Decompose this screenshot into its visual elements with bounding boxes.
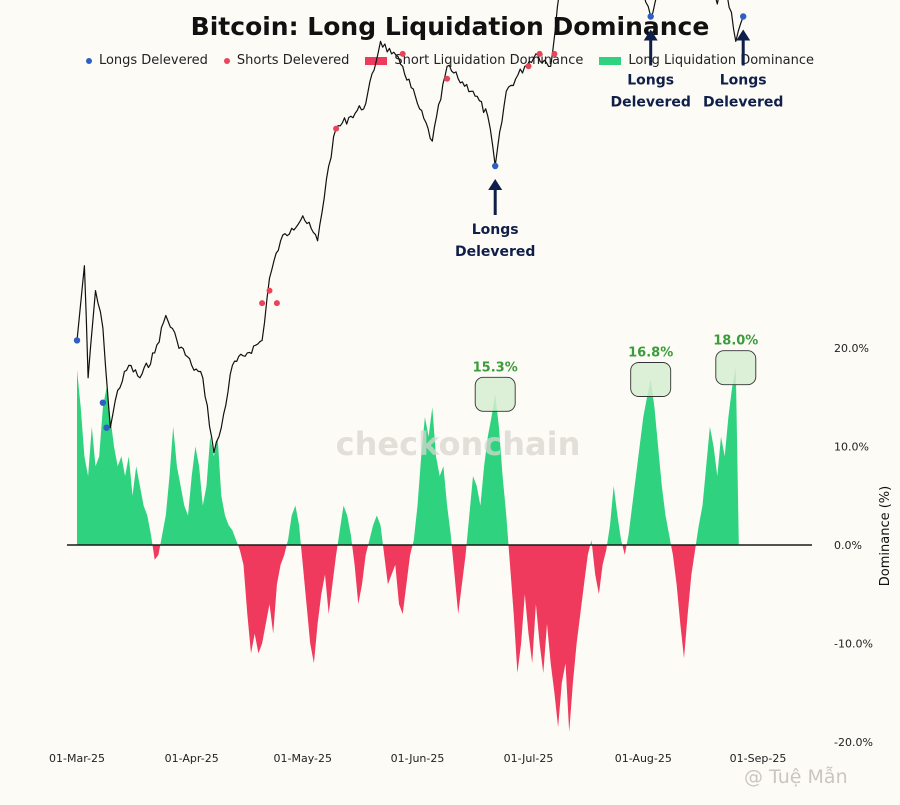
annotation-label: Delevered	[610, 95, 690, 111]
legend: Longs Delevered Shorts Delevered Short L…	[0, 53, 900, 68]
dominance-area-layer	[77, 367, 739, 733]
longs-delevered-dot	[73, 337, 81, 344]
x-tick-label: 01-May-25	[274, 752, 332, 765]
legend-swatch-longs-delevered	[85, 57, 92, 64]
legend-swatch-shorts-delevered	[223, 57, 230, 64]
shorts-delevered-dot	[536, 50, 543, 57]
price-line	[76, 0, 744, 454]
x-tick-label: 01-Jul-25	[504, 752, 554, 765]
y-axis-label: Dominance (%)	[878, 486, 893, 586]
peak-highlight-box	[715, 350, 757, 386]
long-dominance-area	[77, 367, 739, 545]
shorts-delevered-dot	[333, 125, 340, 132]
x-tick-label: 01-Aug-25	[615, 752, 672, 765]
peak-labels-layer: 15.3% 16.8% 18.0%	[473, 334, 758, 412]
annotation-label: Longs	[472, 222, 519, 238]
y-tick-label: 10.0%	[834, 441, 869, 454]
x-tick-label: 01-Sep-25	[730, 752, 787, 765]
x-tick-label: 01-Jun-25	[391, 752, 445, 765]
price-line-layer	[76, 0, 744, 454]
legend-item-long-liq-dominance: Long Liquidation Dominance	[599, 53, 814, 68]
arrow-up-icon	[643, 29, 658, 41]
shorts-delevered-dot	[399, 50, 406, 57]
annotations-layer: Longs Delevered Longs Delevered Longs Delever…	[455, 29, 783, 260]
x-tick-label: 01-Apr-25	[165, 752, 219, 765]
arrow-up-icon	[736, 29, 751, 41]
shorts-delevered-dot	[444, 75, 451, 82]
short-dominance-area	[77, 545, 739, 733]
peak-highlight-box	[474, 376, 516, 412]
annotation-label: Delevered	[455, 244, 535, 260]
shorts-delevered-dot	[273, 300, 280, 307]
shorts-delevered-dot	[259, 300, 266, 307]
annotation-label: Delevered	[703, 95, 783, 111]
legend-item-shorts-delevered: Shorts Delevered	[223, 53, 350, 68]
shorts-delevered-dot	[266, 287, 273, 294]
legend-swatch-long-liq-dominance	[599, 56, 622, 65]
longs-delevered-dot	[103, 424, 110, 431]
credit-text: @ Tuệ Mẫn	[744, 766, 848, 788]
legend-label: Long Liquidation Dominance	[628, 53, 815, 68]
x-tick-label: 01-Mar-25	[49, 752, 105, 765]
shorts-delevered-dot	[525, 63, 532, 70]
y-tick-label: -10.0%	[834, 638, 873, 651]
watermark: checkonchain	[336, 425, 581, 463]
longs-delevered-dot	[99, 399, 107, 406]
longs-delevered-dot	[740, 13, 747, 20]
peak-value-label: 18.0%	[713, 334, 758, 349]
peak-value-label: 16.8%	[628, 346, 673, 361]
annotation-label: Longs	[627, 73, 674, 89]
legend-label: Short Liquidation Dominance	[394, 53, 584, 68]
y-tick-label: 20.0%	[834, 342, 869, 355]
chart-title: Bitcoin: Long Liquidation Dominance	[190, 12, 710, 41]
y-tick-label: 0.0%	[834, 539, 862, 552]
credit: @ Tuệ Mẫn	[744, 766, 848, 788]
axes-layer: 01-Mar-25 01-Apr-25 01-May-25 01-Jun-25 01-J…	[49, 342, 893, 765]
longs-delevered-dot	[647, 13, 654, 20]
peak-value-label: 15.3%	[473, 360, 518, 375]
y-tick-label: -20.0%	[834, 736, 873, 749]
legend-label: Longs Delevered	[98, 53, 208, 68]
arrow-up-icon	[488, 179, 503, 190]
legend-label: Shorts Delevered	[236, 53, 350, 68]
shorts-delevered-dot	[551, 50, 558, 57]
peak-highlight-box	[630, 362, 672, 397]
legend-item-longs-delevered: Longs Delevered	[85, 53, 208, 68]
annotation-label: Longs	[720, 73, 767, 89]
longs-delevered-dot	[492, 162, 499, 170]
delever-dots-layer	[73, 13, 747, 431]
